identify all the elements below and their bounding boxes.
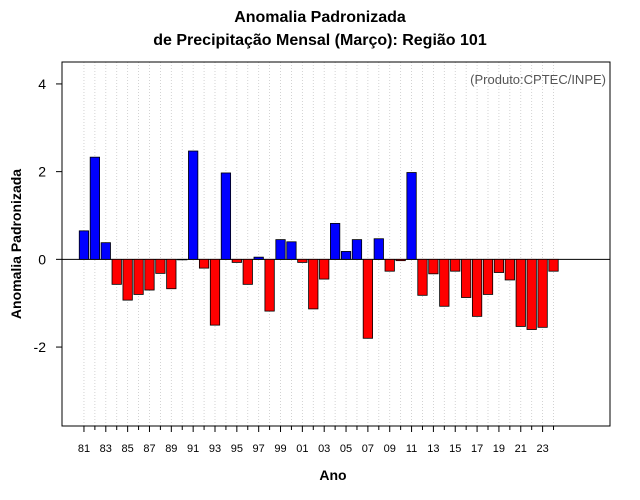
x-tick-label: 89 — [165, 443, 177, 455]
y-tick-label: 0 — [38, 251, 46, 267]
bar-13 — [428, 258, 439, 275]
grid-lines — [83, 62, 554, 426]
bar-06 — [351, 239, 363, 260]
bar-05 — [340, 251, 352, 260]
y-axis: -2 0 2 4 — [34, 76, 62, 355]
bar-08 — [373, 238, 384, 260]
bar-10 — [395, 258, 406, 262]
bar-02 — [308, 258, 319, 310]
x-tick-label: 83 — [100, 443, 112, 455]
x-tick-label: 99 — [274, 443, 286, 455]
chart-title: Anomalia Padronizada — [234, 9, 406, 26]
bar-92 — [198, 258, 210, 269]
bar-12 — [417, 258, 428, 296]
bar-03 — [319, 258, 330, 280]
credit-label: (Produto:CPTEC/INPE) — [470, 72, 606, 87]
bar-09 — [384, 258, 395, 272]
bar-01 — [297, 258, 308, 263]
x-tick-label: 87 — [143, 443, 155, 455]
bar-87 — [144, 258, 155, 291]
x-tick-label: 21 — [515, 443, 527, 455]
bar-93 — [209, 258, 221, 326]
bar-98 — [264, 258, 275, 312]
y-tick-label: 2 — [38, 164, 46, 180]
x-tick-label: 13 — [427, 443, 439, 455]
bar-18 — [482, 258, 494, 295]
x-tick-label: 95 — [231, 443, 243, 455]
y-tick-label: -2 — [34, 339, 47, 355]
bar-86 — [133, 258, 144, 295]
bar-00 — [286, 241, 297, 260]
bar-20 — [504, 258, 515, 281]
x-tick-label: 97 — [253, 443, 265, 455]
bar-81 — [78, 230, 90, 260]
bar-22 — [526, 258, 537, 330]
bar-19 — [493, 258, 505, 273]
plot-frame — [61, 61, 611, 427]
bar-04 — [330, 222, 341, 260]
bar-82 — [89, 156, 100, 260]
bar-94 — [220, 172, 232, 260]
bar-91 — [188, 150, 199, 260]
x-tick-label: 05 — [340, 443, 352, 455]
y-tick-label: 4 — [38, 76, 46, 92]
bar-11 — [406, 172, 417, 260]
x-tick-label: 19 — [493, 443, 505, 455]
bar-99 — [275, 239, 286, 260]
x-tick-label: 93 — [209, 443, 221, 455]
bar-96 — [242, 258, 253, 285]
bar-07 — [362, 258, 373, 339]
bar-90 — [177, 258, 188, 261]
bar-16 — [461, 258, 472, 298]
bar-17 — [471, 258, 483, 317]
x-tick-label: 81 — [78, 443, 90, 455]
bar-23 — [537, 258, 548, 328]
bar-24 — [548, 258, 559, 272]
x-tick-label: 11 — [406, 443, 417, 455]
x-tick-label: 09 — [384, 443, 396, 455]
bar-95 — [231, 258, 242, 263]
x-tick-label: 01 — [296, 443, 308, 455]
x-tick-label: 07 — [362, 443, 374, 455]
bar-85 — [122, 258, 133, 301]
x-tick-label: 15 — [449, 443, 461, 455]
bars — [78, 150, 559, 339]
y-axis-label: Anomalia Padronizada — [8, 168, 24, 320]
bar-21 — [515, 258, 526, 327]
x-axis: 81 83 85 87 89 91 93 95 97 99 01 03 05 07 09 11 13 15 17 19… — [78, 426, 555, 455]
bar-84 — [111, 258, 122, 285]
bar-15 — [450, 258, 461, 272]
x-tick-label: 03 — [318, 443, 330, 455]
x-tick-label: 91 — [187, 443, 199, 455]
x-axis-label: Ano — [319, 467, 347, 483]
bar-88 — [155, 258, 166, 274]
x-tick-label: 85 — [122, 443, 134, 455]
bar-97 — [253, 256, 264, 260]
x-tick-label: 23 — [536, 443, 548, 455]
bar-83 — [100, 242, 111, 260]
bar-89 — [166, 258, 177, 290]
chart-subtitle: de Precipitação Mensal (Março): Região 1… — [153, 32, 487, 49]
x-tick-label: 17 — [471, 443, 483, 455]
bar-14 — [439, 258, 450, 307]
